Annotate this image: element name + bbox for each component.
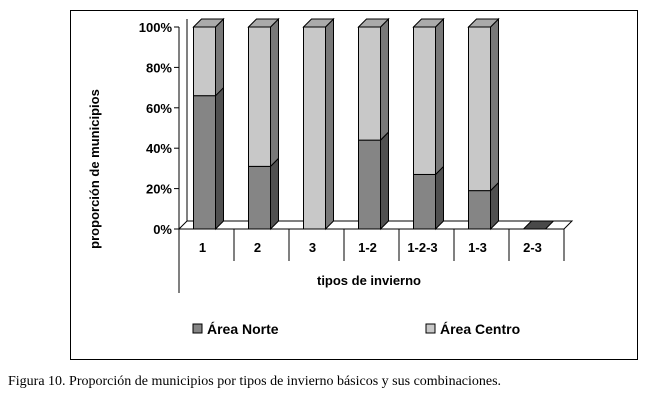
bar-side	[380, 17, 389, 142]
bar-segment-centro	[357, 17, 390, 142]
bar-side	[325, 17, 334, 231]
bar-face	[193, 26, 216, 97]
y-tick-label: 80%	[146, 60, 172, 75]
bar-side	[215, 86, 224, 231]
bar-segment-centro	[247, 17, 280, 168]
y-tick-label: 20%	[146, 182, 172, 197]
legend-item: Área Centro	[425, 321, 520, 337]
bar-face	[358, 139, 381, 230]
bar-top	[412, 18, 445, 28]
bar-top	[467, 18, 500, 28]
x-tick-label: 1-3	[468, 240, 487, 255]
bar-face	[248, 165, 271, 230]
x-axis-title: tipos de invierno	[317, 273, 421, 288]
y-tick-label: 100%	[139, 20, 173, 35]
x-tick-label: 1	[199, 240, 206, 255]
bar-face	[468, 26, 491, 192]
bar-top	[247, 18, 280, 28]
bar-top	[302, 18, 335, 28]
y-tick-label: 40%	[146, 141, 172, 156]
legend-label: Área Centro	[440, 321, 520, 337]
legend-label: Área Norte	[207, 321, 279, 337]
stacked-bar-chart: 0% 20% 40% 60% 80% 100% 1 2 3 1-2 1-2-3 1-3 2-3 pro…	[87, 17, 574, 337]
bar-face	[248, 26, 271, 167]
bar-segment-norte	[358, 130, 389, 231]
chart-frame: 0% 20% 40% 60% 80% 100% 1 2 3 1-2 1-2-3 1-3 2-3 pro…	[70, 10, 638, 360]
bar-side	[435, 17, 444, 176]
legend-swatch	[192, 323, 203, 334]
bar-segment-norte	[413, 165, 444, 231]
bar-segment-centro	[412, 17, 445, 176]
bar-side	[215, 17, 224, 97]
x-tick-label: 2	[254, 240, 261, 255]
bar-face	[358, 26, 381, 141]
bar-top	[357, 18, 390, 28]
bar-face	[303, 26, 326, 230]
figure-caption: Figura 10. Proporción de municipios por …	[8, 374, 502, 389]
bar-face	[413, 173, 436, 230]
bar-side	[380, 130, 389, 231]
bar-segment-norte	[468, 181, 499, 231]
bar-side	[270, 157, 279, 231]
legend-item: Área Norte	[192, 321, 279, 337]
bar-segment-centro	[192, 17, 225, 97]
y-tick-label: 60%	[146, 101, 172, 116]
x-tick-label: 3	[309, 240, 316, 255]
bar-side	[435, 165, 444, 231]
y-tick-label: 0%	[153, 222, 172, 237]
bar-segment-norte	[248, 157, 279, 231]
x-tick-label: 1-2	[358, 240, 377, 255]
bar-side	[270, 17, 279, 168]
x-tick-label: 2-3	[523, 240, 542, 255]
bar-segment-centro	[302, 17, 335, 231]
x-tick-label: 1-2-3	[407, 240, 437, 255]
y-axis-title: proporción de municipios	[87, 89, 102, 249]
bar-face	[413, 26, 436, 175]
bar-side	[490, 17, 499, 192]
bar-top	[192, 18, 225, 28]
bar-segment-centro	[467, 17, 500, 192]
bar-segment-norte	[193, 86, 224, 231]
bar-face	[193, 95, 216, 230]
bar-face	[468, 190, 491, 230]
legend-swatch	[425, 323, 436, 334]
